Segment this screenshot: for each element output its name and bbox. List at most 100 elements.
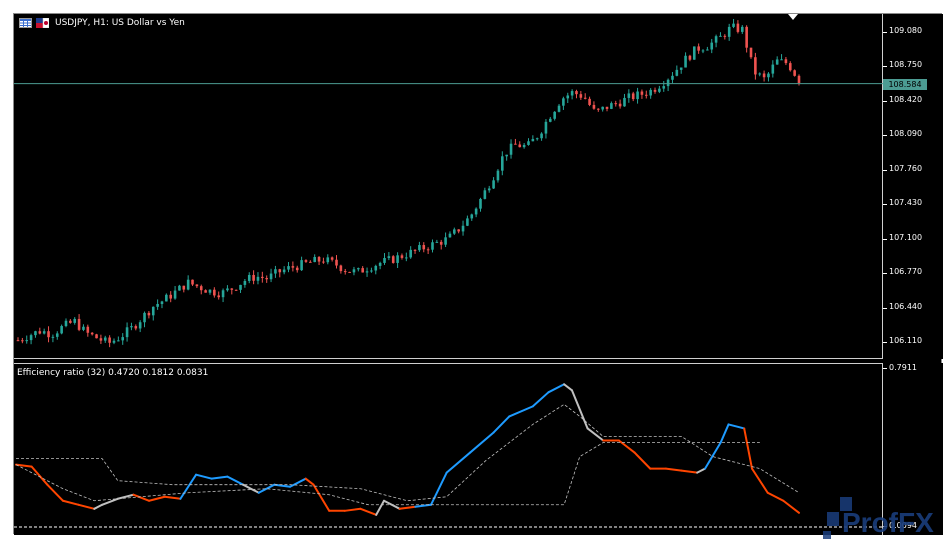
flag-icon[interactable] xyxy=(36,18,49,28)
er-line-segment xyxy=(704,441,722,470)
candle xyxy=(740,25,744,34)
candle xyxy=(16,337,20,342)
candle xyxy=(658,85,661,94)
er-line-segment xyxy=(242,483,260,494)
candle xyxy=(671,72,674,84)
price-tick-mark xyxy=(883,66,887,68)
candle xyxy=(514,138,517,145)
candle xyxy=(221,288,225,303)
candle xyxy=(618,99,622,109)
candle xyxy=(69,319,72,324)
candle xyxy=(165,293,168,302)
candle xyxy=(636,87,639,104)
efficiency-ratio-chart[interactable] xyxy=(14,364,883,536)
candle xyxy=(461,220,465,236)
candle xyxy=(143,311,146,328)
candle xyxy=(549,116,552,123)
candle xyxy=(95,333,98,339)
candle xyxy=(173,286,177,300)
er-line-segment xyxy=(15,463,33,468)
er-line-segment xyxy=(359,507,378,516)
candle xyxy=(265,275,268,283)
candle xyxy=(383,253,386,265)
er-line-segment xyxy=(570,389,589,430)
candle xyxy=(679,67,683,74)
candle xyxy=(365,267,369,277)
candle xyxy=(291,261,295,272)
candle xyxy=(701,49,705,54)
candle xyxy=(309,260,312,263)
indicator-scale[interactable]: 0.7911 0.0094 xyxy=(883,363,943,535)
chart-shift-marker-icon[interactable] xyxy=(788,14,800,22)
price-chart-panel[interactable]: USDJPY, H1: US Dollar vs Yen xyxy=(14,14,883,359)
candle xyxy=(566,92,570,104)
candle xyxy=(278,268,282,278)
er-line-segment xyxy=(77,503,96,510)
er-upper-band xyxy=(16,403,800,502)
er-line-segment xyxy=(304,477,315,486)
candle xyxy=(86,324,90,337)
candle xyxy=(601,106,604,112)
price-tick-mark xyxy=(883,31,887,33)
er-line-segment xyxy=(508,405,534,418)
candlestick-chart[interactable] xyxy=(14,14,883,359)
candle xyxy=(544,119,548,139)
candle xyxy=(125,322,129,342)
candle xyxy=(579,90,583,101)
candle xyxy=(274,265,277,278)
candle xyxy=(509,139,513,159)
candle xyxy=(82,324,85,332)
indicator-panel[interactable]: Efficiency ratio (32) 0.4720 0.1812 0.08… xyxy=(14,363,883,535)
candle xyxy=(535,137,539,141)
er-line-segment xyxy=(469,431,495,454)
candle xyxy=(370,267,373,273)
er-line-segment xyxy=(617,439,636,454)
chart-grid-icon[interactable] xyxy=(19,18,32,28)
er-lower-band xyxy=(15,442,760,506)
candle xyxy=(719,32,722,37)
candle xyxy=(640,89,644,99)
candle xyxy=(121,333,125,345)
candle xyxy=(422,242,426,253)
candle xyxy=(706,46,709,51)
er-line-segment xyxy=(210,475,229,480)
candle xyxy=(492,177,495,189)
candle xyxy=(147,311,151,319)
candle xyxy=(426,247,430,255)
candle xyxy=(103,335,107,343)
er-line-segment xyxy=(163,495,182,500)
candle xyxy=(169,291,173,303)
candle xyxy=(540,132,543,141)
candle xyxy=(21,337,24,344)
candle xyxy=(178,284,181,291)
chart-window[interactable]: USDJPY, H1: US Dollar vs Yen 109.080 108.… xyxy=(13,13,943,535)
candle xyxy=(793,69,796,77)
candle xyxy=(151,306,155,321)
candle xyxy=(479,197,482,212)
er-line-segment xyxy=(664,467,683,472)
symbol-title: USDJPY, H1: US Dollar vs Yen xyxy=(55,18,185,28)
er-line-segment xyxy=(751,467,769,494)
candle xyxy=(596,108,600,112)
candle xyxy=(413,249,417,254)
candle xyxy=(213,287,216,298)
candle xyxy=(90,332,94,336)
candle xyxy=(208,289,212,295)
price-scale[interactable]: 109.080 108.750 108.420 108.090 107.760 107.4… xyxy=(883,14,943,359)
candle xyxy=(758,72,762,77)
candle xyxy=(653,87,657,94)
er-line-segment xyxy=(312,483,331,512)
candle xyxy=(182,285,186,293)
candle xyxy=(775,56,779,65)
candle xyxy=(474,207,478,218)
candle xyxy=(453,227,456,235)
candle xyxy=(282,266,286,275)
candle xyxy=(330,256,334,262)
price-tick-label: 108.750 xyxy=(889,60,923,70)
candle xyxy=(269,268,273,283)
candle xyxy=(675,65,679,77)
indicator-tick-mark xyxy=(883,526,887,527)
candle xyxy=(25,335,29,344)
er-line-segment xyxy=(719,423,730,444)
er-line-segment xyxy=(586,427,605,442)
